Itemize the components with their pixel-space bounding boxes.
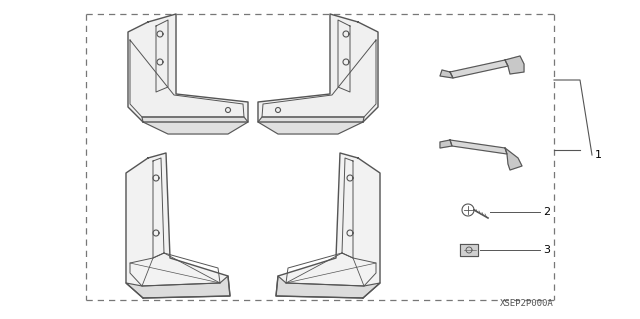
Polygon shape <box>276 276 380 298</box>
Text: XSEP2P000A: XSEP2P000A <box>500 299 554 308</box>
Polygon shape <box>505 56 524 74</box>
Polygon shape <box>276 153 380 298</box>
Polygon shape <box>440 70 453 78</box>
Polygon shape <box>126 276 230 298</box>
Polygon shape <box>440 140 452 148</box>
Polygon shape <box>128 14 248 122</box>
Text: 2: 2 <box>543 207 550 217</box>
Text: 1: 1 <box>595 150 602 160</box>
Polygon shape <box>460 244 478 256</box>
Polygon shape <box>142 117 248 134</box>
Text: 3: 3 <box>543 245 550 255</box>
Polygon shape <box>126 153 230 298</box>
Polygon shape <box>258 117 364 134</box>
Polygon shape <box>450 140 507 154</box>
Polygon shape <box>258 14 378 122</box>
Polygon shape <box>505 148 522 170</box>
Polygon shape <box>450 60 508 78</box>
